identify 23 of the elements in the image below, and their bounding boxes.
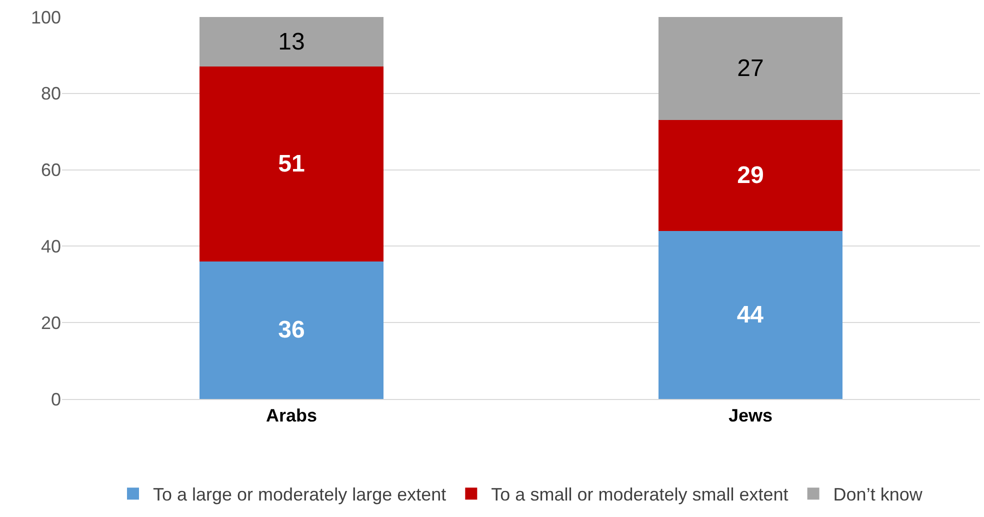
bar bbox=[658, 120, 842, 231]
bar bbox=[200, 261, 384, 399]
y-tick-label: 100 bbox=[30, 7, 61, 28]
bar bbox=[200, 17, 384, 67]
bar bbox=[658, 230, 842, 399]
legend-label: Don’t know bbox=[833, 484, 924, 505]
y-tick-label: 20 bbox=[40, 312, 61, 333]
data-label: 29 bbox=[737, 162, 764, 190]
bar bbox=[200, 66, 384, 262]
data-label: 44 bbox=[736, 301, 764, 328]
data-label: 36 bbox=[278, 316, 305, 344]
data-label: 51 bbox=[278, 150, 305, 178]
legend-label: To a small or moderately small extent bbox=[491, 484, 788, 505]
x-tick-label: Arabs bbox=[266, 406, 318, 426]
y-tick-label: 40 bbox=[40, 236, 61, 256]
y-tick-label: 80 bbox=[40, 84, 61, 104]
data-label: 13 bbox=[278, 28, 305, 56]
data-label: 27 bbox=[737, 55, 764, 82]
y-tick-label: 60 bbox=[40, 160, 61, 180]
y-tick-label: 0 bbox=[50, 389, 61, 410]
bar bbox=[658, 17, 842, 120]
x-tick-label: Jews bbox=[728, 406, 773, 426]
legend-label: To a large or moderately large extent bbox=[153, 484, 446, 505]
